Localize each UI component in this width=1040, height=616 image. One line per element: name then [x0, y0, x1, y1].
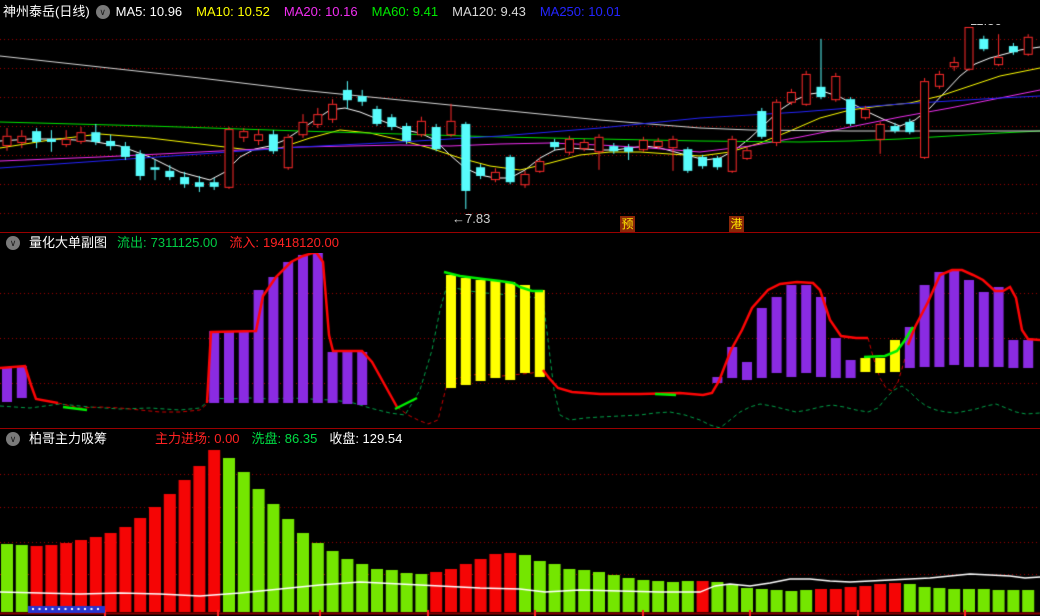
chips-panel-title: 柏哥主力吸筹	[29, 431, 108, 446]
ma-item-3: MA60: 9.41	[371, 4, 439, 19]
flow-panel-header: ∨ 量化大单副图 流出: 7311125.00 流入: 19418120.00	[0, 232, 1040, 253]
outflow-metric: 流出: 7311125.00	[117, 233, 217, 253]
chips-metrics-list: 主力进场: 0.00 洗盘: 86.35 收盘: 129.54	[155, 429, 414, 449]
outflow-label: 流出:	[117, 235, 147, 250]
chips-metric-2: 收盘: 129.54	[329, 431, 403, 446]
ma-item-0: MA5: 10.96	[115, 4, 183, 19]
ma-item-4: MA120: 9.43	[452, 4, 526, 19]
main-chart-header: 神州泰岳(日线) ∨ MA5: 10.96 MA10: 10.52 MA20: 10…	[0, 0, 1040, 24]
outflow-value: 7311125.00	[150, 235, 218, 250]
chips-metric-1: 洗盘: 86.35	[251, 431, 318, 446]
ma-item-1: MA10: 10.52	[196, 4, 270, 19]
chips-metric-0: 主力进场: 0.00	[155, 431, 240, 446]
ma-item-5: MA250: 10.01	[539, 4, 621, 19]
low-price-annotation: ←7.83	[452, 211, 491, 226]
inflow-metric: 流入: 19418120.00	[229, 233, 339, 253]
ma-item-2: MA20: 10.16	[283, 4, 358, 19]
ma-values-list: MA5: 10.96 MA10: 10.52 MA20: 10.16 MA60: 9.…	[116, 0, 635, 24]
flow-panel-title: 量化大单副图	[29, 235, 108, 250]
inflow-value: 19418120.00	[263, 235, 339, 250]
collapse-flow-panel-icon[interactable]: ∨	[6, 236, 20, 250]
collapse-main-panel-icon[interactable]: ∨	[95, 5, 110, 19]
event-marker-0: 预	[620, 216, 635, 232]
stock-title: 神州泰岳(日线)	[3, 4, 90, 19]
inflow-label: 流入:	[229, 235, 260, 250]
collapse-chips-panel-icon[interactable]: ∨	[6, 432, 20, 446]
event-marker-1: 港	[729, 216, 744, 232]
chips-panel-header: ∨ 柏哥主力吸筹 主力进场: 0.00 洗盘: 86.35 收盘: 129.54	[0, 428, 1040, 449]
